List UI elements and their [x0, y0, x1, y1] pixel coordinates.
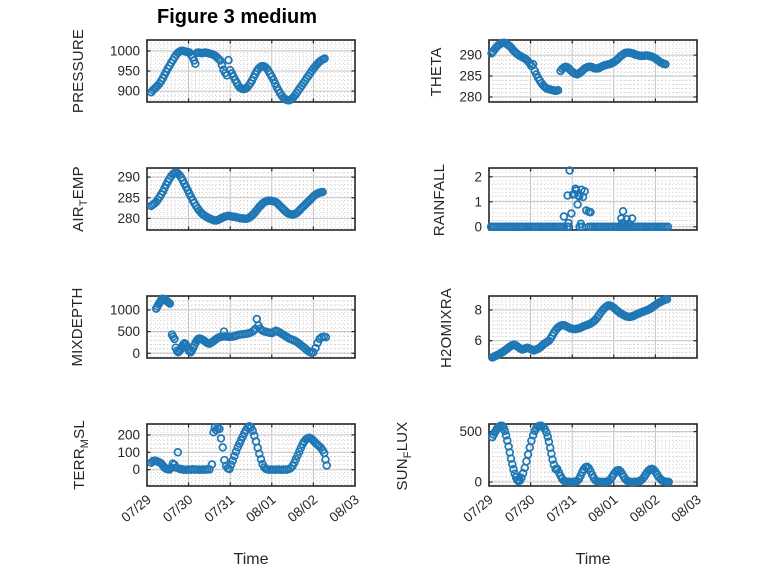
subplot-sun-flux: 0 500 07/29 07/30 07/31 08/01 08/02 08/03	[459, 421, 704, 525]
ylabel-subscript: M	[79, 438, 91, 449]
y-tick-label: 0	[132, 462, 140, 477]
y-tick-label: 1000	[110, 43, 140, 58]
x-tick-label: 08/01	[585, 492, 621, 525]
ylabel-text: SUN	[394, 458, 411, 491]
ylabel-sun-flux: SUNFLUX	[394, 422, 414, 491]
ylabel-mixdepth: MIXDEPTH	[69, 287, 89, 366]
y-tick-label: 0	[474, 219, 482, 234]
x-tick-label: 07/31	[544, 492, 580, 525]
ylabel-rainfall: RAINFALL	[431, 164, 451, 236]
y-tick-label: 500	[117, 324, 140, 339]
figure-title: Figure 3 medium	[156, 6, 318, 28]
ylabel-text: EMP	[70, 166, 87, 200]
x-tick-label: 07/29	[460, 492, 496, 525]
y-tick-label: 285	[117, 190, 140, 205]
x-tick-label: 08/02	[627, 492, 663, 525]
y-tick-label: 1000	[110, 302, 140, 317]
y-tick-label: 280	[459, 90, 482, 105]
y-tick-label: 0	[474, 475, 482, 490]
data-markers	[146, 168, 327, 225]
y-tick-label: 950	[117, 64, 140, 79]
y-tick-label: 290	[117, 170, 140, 185]
subplot-h2omixra: 68	[474, 294, 698, 362]
ylabel-h2omixra: H2OMIXRA	[438, 288, 458, 368]
y-tick-label: 100	[117, 445, 140, 460]
x-tick-label: 08/03	[326, 492, 362, 525]
y-tick-label: 6	[474, 333, 482, 348]
y-tick-label: 2	[474, 169, 482, 184]
ylabel-text: MIXDEPTH	[69, 287, 86, 367]
tick-marks	[146, 168, 356, 230]
y-tick-label: 290	[459, 48, 482, 63]
ylabel-subscript: F	[402, 451, 414, 459]
ylabel-text: PRESSURE	[70, 28, 87, 114]
axes-frame	[488, 295, 698, 359]
ylabel-text: RAINFALL	[431, 163, 448, 237]
axes-frame	[146, 295, 356, 359]
subplot-mixdepth: 0 500 1000	[110, 294, 356, 361]
axes-frame	[488, 39, 698, 103]
ylabel-terr-msl: TERRMSL	[71, 420, 91, 490]
y-tick-label: 0	[132, 346, 140, 361]
y-tick-label: 285	[459, 69, 482, 84]
subplot-air-temp: 280 285 290	[117, 167, 356, 231]
xaxis-label-right: Time	[575, 551, 611, 568]
y-tick-label: 8	[474, 303, 482, 318]
ylabel-text: H2OMIXRA	[438, 288, 455, 368]
axes-frame	[146, 167, 356, 231]
data-markers	[146, 422, 331, 474]
x-tick-label: 08/03	[668, 492, 704, 525]
data-markers	[151, 294, 331, 358]
y-tick-label: 900	[117, 84, 140, 99]
subplot-terr-msl: 0 100 200 07/29 07/30 07/31 08/01 08/02 08/03	[117, 422, 362, 525]
ylabel-text: SL	[71, 420, 88, 439]
x-tick-label: 07/30	[502, 492, 538, 525]
tick-marks	[146, 424, 356, 486]
data-markers	[487, 38, 670, 95]
y-tick-label: 1	[474, 194, 482, 209]
x-tick-label: 08/02	[285, 492, 321, 525]
ylabel-theta: THETA	[428, 47, 448, 96]
data-markers	[488, 294, 672, 362]
y-tick-label: 280	[117, 211, 140, 226]
xaxis-label-left: Time	[233, 551, 269, 568]
data-markers	[488, 421, 673, 487]
x-tick-label: 07/29	[118, 492, 154, 525]
ylabel-text: TERR	[71, 448, 88, 490]
data-markers	[486, 166, 673, 232]
ylabel-text: THETA	[428, 47, 445, 97]
subplot-theta: 280 285 290	[459, 38, 698, 105]
data-markers	[146, 46, 329, 105]
subplot-pressure: 900 950 1000	[110, 39, 356, 105]
ylabel-text: LUX	[394, 421, 411, 452]
subplot-rainfall: 0 1 2	[474, 166, 698, 234]
y-tick-label: 500	[459, 424, 482, 439]
ylabel-text: AIR	[70, 206, 87, 232]
ylabel-air-temp: AIRTEMP	[70, 166, 90, 232]
axes-frame	[488, 423, 698, 487]
x-tick-label: 08/01	[243, 492, 279, 525]
x-tick-label: 07/31	[202, 492, 238, 525]
ylabel-pressure: PRESSURE	[70, 29, 90, 113]
x-tick-label: 07/30	[160, 492, 196, 525]
y-tick-label: 200	[117, 427, 140, 442]
ylabel-subscript: T	[78, 199, 90, 207]
